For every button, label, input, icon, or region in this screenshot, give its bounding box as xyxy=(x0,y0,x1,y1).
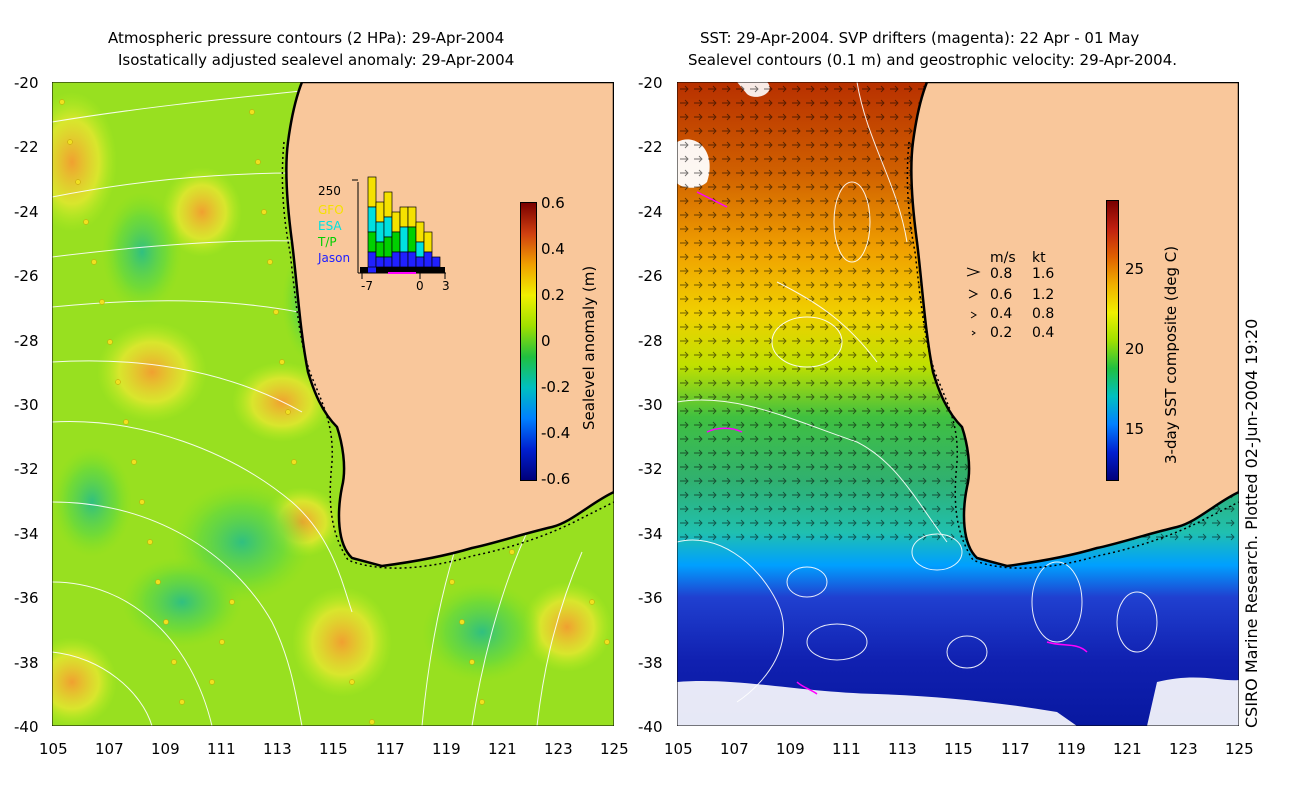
right-lon-tick: 119 xyxy=(1057,740,1086,758)
right-lat-tick: -38 xyxy=(638,654,663,672)
right-map xyxy=(677,82,1239,726)
left-lat-tick: -32 xyxy=(14,460,39,478)
velocity-row-kt: 0.4 xyxy=(1032,325,1055,341)
velocity-row-kt: 1.2 xyxy=(1032,287,1055,303)
right-lon-tick: 121 xyxy=(1113,740,1142,758)
left-title-line2: Isostatically adjusted sealevel anomaly:… xyxy=(118,51,515,69)
australia-land-right xyxy=(910,82,1239,568)
altimeter-inset xyxy=(352,176,446,279)
left-cbar-tick-0: 0 xyxy=(541,332,551,350)
left-lon-tick: 111 xyxy=(207,740,236,758)
right-lon-tick: 107 xyxy=(720,740,749,758)
right-lon-tick: 111 xyxy=(832,740,861,758)
inset-xtick-0: -7 xyxy=(361,279,373,293)
left-lat-tick: -36 xyxy=(14,589,39,607)
right-lat-tick: -30 xyxy=(638,396,663,414)
left-lat-tick: -34 xyxy=(14,525,39,543)
left-lon-tick: 105 xyxy=(39,740,68,758)
left-title-line1: Atmospheric pressure contours (2 HPa): 2… xyxy=(108,29,505,47)
left-lon-tick: 113 xyxy=(263,740,292,758)
left-cbar-tick-neg0.4: -0.4 xyxy=(541,424,571,442)
left-lat-tick: -30 xyxy=(14,396,39,414)
left-lat-tick: -40 xyxy=(14,718,39,736)
inset-xtick-1: 0 xyxy=(416,279,424,293)
left-lon-tick: 123 xyxy=(544,740,573,758)
velocity-row-kt: 0.8 xyxy=(1032,306,1055,322)
right-cbar-tick-20: 20 xyxy=(1125,340,1145,358)
right-cbar-tick-15: 15 xyxy=(1125,420,1145,438)
left-cbar-tick-neg0.2: -0.2 xyxy=(541,378,571,396)
inset-xtick-2: 3 xyxy=(442,279,450,293)
right-colorbar xyxy=(1106,200,1119,481)
left-lon-tick: 119 xyxy=(432,740,461,758)
inset-legend-tp: T/P xyxy=(318,235,337,249)
right-title-line2: Sealevel contours (0.1 m) and geostrophi… xyxy=(688,51,1178,69)
right-lon-tick: 105 xyxy=(664,740,693,758)
credit-text: CSIRO Marine Research. Plotted 02-Jun-20… xyxy=(1242,318,1261,728)
left-lat-tick: -28 xyxy=(14,332,39,350)
velocity-row-kt: 1.6 xyxy=(1032,266,1055,282)
right-lon-tick: 113 xyxy=(888,740,917,758)
velocity-header-ms: m/s xyxy=(990,250,1016,266)
right-lat-tick: -20 xyxy=(638,74,663,92)
left-cbar-tick-0.4: 0.4 xyxy=(541,240,565,258)
inset-legend-esa: ESA xyxy=(318,219,342,233)
right-lon-tick: 109 xyxy=(776,740,805,758)
left-cbar-tick-0.2: 0.2 xyxy=(541,286,565,304)
right-title-line1: SST: 29-Apr-2004. SVP drifters (magenta)… xyxy=(700,29,1140,47)
left-lat-tick: -24 xyxy=(14,203,39,221)
left-lon-tick: 121 xyxy=(488,740,517,758)
right-lat-tick: -26 xyxy=(638,267,663,285)
inset-legend-gfo: GFO xyxy=(318,203,344,217)
velocity-row-ms: 0.2 xyxy=(990,325,1013,341)
left-lon-tick: 109 xyxy=(151,740,180,758)
right-lat-tick: -40 xyxy=(638,718,663,736)
inset-legend-jason: Jason xyxy=(318,251,351,265)
left-lon-tick: 125 xyxy=(600,740,629,758)
velocity-row-ms: 0.8 xyxy=(990,266,1013,282)
right-lat-tick: -32 xyxy=(638,460,663,478)
left-map xyxy=(52,82,614,726)
left-colorbar xyxy=(520,202,537,481)
right-cbar-tick-25: 25 xyxy=(1125,260,1145,278)
right-lon-tick: 115 xyxy=(944,740,973,758)
right-lon-tick: 123 xyxy=(1169,740,1198,758)
right-lon-tick: 117 xyxy=(1001,740,1030,758)
right-lat-tick: -24 xyxy=(638,203,663,221)
left-lat-tick: -26 xyxy=(14,267,39,285)
right-lat-tick: -22 xyxy=(638,138,663,156)
velocity-row-ms: 0.4 xyxy=(990,306,1013,322)
inset-ymax-label: 250 xyxy=(318,184,341,198)
left-cbar-tick-neg0.6: -0.6 xyxy=(541,470,571,488)
right-colorbar-label: 3-day SST composite (deg C) xyxy=(1162,245,1180,464)
left-lat-tick: -20 xyxy=(14,74,39,92)
left-lon-tick: 107 xyxy=(95,740,124,758)
velocity-header-kt: kt xyxy=(1032,250,1046,266)
left-lat-tick: -22 xyxy=(14,138,39,156)
left-lon-tick: 115 xyxy=(319,740,348,758)
left-lat-tick: -38 xyxy=(14,654,39,672)
right-lat-tick: -34 xyxy=(638,525,663,543)
left-cbar-tick-0.6: 0.6 xyxy=(541,194,565,212)
right-lat-tick: -36 xyxy=(638,589,663,607)
right-lon-tick: 125 xyxy=(1225,740,1254,758)
left-lon-tick: 117 xyxy=(376,740,405,758)
velocity-row-ms: 0.6 xyxy=(990,287,1013,303)
velocity-legend-arrows xyxy=(966,267,981,336)
right-lat-tick: -28 xyxy=(638,332,663,350)
left-colorbar-label: Sealevel anomaly (m) xyxy=(580,265,598,430)
